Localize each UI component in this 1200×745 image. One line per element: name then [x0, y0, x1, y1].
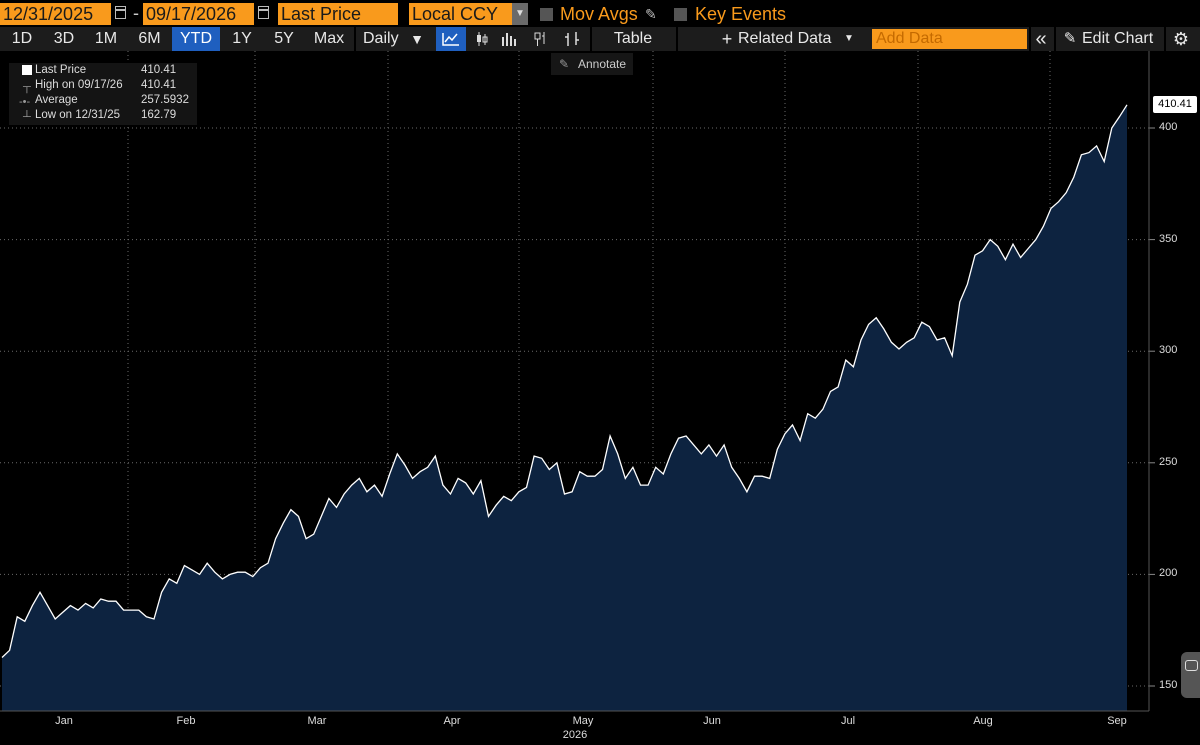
x-axis-year-label: 2026 [562, 729, 588, 741]
start-date-field[interactable]: 12/31/2025 [0, 3, 111, 25]
currency-selector[interactable]: Local CCY [409, 3, 512, 25]
range-1m-button[interactable]: 1M [94, 30, 118, 47]
y-tick-label: 150 [1159, 679, 1178, 691]
volume-bars-icon[interactable] [497, 27, 523, 51]
chart-legend: Last Price 410.41 ┬ High on 09/17/26 410… [9, 63, 197, 125]
gear-icon[interactable]: ⚙ [1172, 29, 1190, 49]
y-tick-label: 300 [1159, 344, 1178, 357]
key-events-label[interactable]: Key Events [695, 4, 787, 24]
end-date-field[interactable]: 09/17/2026 [143, 3, 254, 25]
plus-icon[interactable]: + [721, 29, 733, 49]
toolbar-divider [676, 27, 678, 51]
x-tick-label: Feb [176, 715, 196, 727]
range-max-button[interactable]: Max [313, 30, 345, 47]
table-button[interactable]: Table [613, 30, 653, 47]
x-tick-label: May [572, 715, 594, 727]
high-marker-icon: ┬ [23, 81, 31, 93]
toolbar-divider [590, 27, 592, 51]
mov-avgs-label[interactable]: Mov Avgs [560, 4, 638, 24]
range-3d-button[interactable]: 3D [53, 30, 75, 47]
side-panel-toggle-icon[interactable] [1181, 652, 1200, 698]
calendar-icon[interactable] [258, 6, 269, 19]
x-tick-label: Apr [443, 715, 461, 727]
legend-label: High on 09/17/26 [35, 79, 123, 91]
range-ytd-button[interactable]: YTD [172, 27, 220, 51]
legend-row-average[interactable]: -•- Average 257.5932 [9, 93, 197, 108]
periodicity-dropdown[interactable]: Daily [363, 30, 399, 47]
x-tick-label: Jan [55, 715, 73, 727]
low-marker-icon: ┴ [23, 111, 31, 123]
candlestick-icon[interactable] [469, 27, 495, 51]
legend-value: 162.79 [141, 109, 177, 121]
toolbar-top: 12/31/2025 - 09/17/2026 Last Price Local… [0, 0, 1200, 27]
legend-label: Low on 12/31/25 [35, 109, 121, 121]
related-data-button[interactable]: Related Data [738, 30, 832, 47]
toolbar-divider [1029, 27, 1031, 51]
legend-label: Average [35, 94, 78, 106]
legend-label: Last Price [35, 64, 87, 76]
range-6m-button[interactable]: 6M [138, 30, 161, 47]
legend-value: 410.41 [141, 64, 177, 76]
field-selector[interactable]: Last Price [278, 3, 398, 25]
legend-value: 410.41 [141, 79, 177, 91]
pencil-icon[interactable]: ✎ [645, 6, 657, 22]
annotate-label: Annotate [578, 57, 627, 71]
legend-row-low[interactable]: ┴ Low on 12/31/25 162.79 [9, 108, 197, 123]
line-chart-icon[interactable] [436, 27, 466, 51]
y-tick-label: 400 [1159, 121, 1178, 133]
legend-row-high[interactable]: ┬ High on 09/17/26 410.41 [9, 78, 197, 93]
price-line [1, 104, 1128, 658]
legend-swatch [22, 65, 32, 75]
x-tick-label: Jul [840, 715, 856, 727]
y-tick-label: 250 [1159, 455, 1178, 468]
average-marker-icon: -•- [19, 96, 31, 108]
add-data-input[interactable]: Add Data [872, 29, 1027, 49]
ohlc-bar-icon[interactable] [528, 27, 554, 51]
annotate-pencil-icon: ✎ [559, 57, 570, 71]
last-price-tag: 410.41 [1153, 96, 1197, 113]
range-1d-button[interactable]: 1D [11, 30, 33, 47]
y-tick-label: 350 [1159, 232, 1178, 245]
y-tick-label: 200 [1159, 567, 1178, 580]
edit-chart-button[interactable]: Edit Chart [1082, 30, 1154, 47]
price-chart[interactable] [0, 51, 1200, 745]
annotate-button[interactable]: ✎ Annotate [551, 53, 633, 75]
price-area-fill [2, 104, 1127, 712]
toolbar-divider [1164, 27, 1166, 51]
legend-row-last-price[interactable]: Last Price 410.41 [9, 63, 197, 78]
related-data-caret-icon[interactable]: ▼ [844, 33, 854, 44]
currency-dropdown-icon[interactable]: ▼ [512, 3, 528, 25]
x-tick-label: Mar [307, 715, 327, 727]
x-tick-label: Jun [703, 715, 721, 727]
x-tick-label: Aug [973, 715, 993, 727]
edit-pencil-icon[interactable]: ✎ [1063, 30, 1077, 47]
range-5y-button[interactable]: 5Y [274, 30, 294, 47]
x-tick-label: Sep [1107, 715, 1127, 727]
date-separator: - [133, 3, 139, 23]
range-1y-button[interactable]: 1Y [232, 30, 252, 47]
periodicity-caret-icon[interactable]: ▼ [410, 31, 424, 47]
toolbar-divider [354, 27, 356, 51]
key-events-checkbox[interactable] [674, 8, 687, 21]
legend-value: 257.5932 [141, 94, 189, 106]
collapse-icon[interactable]: « [1035, 28, 1047, 50]
calendar-icon[interactable] [115, 6, 126, 19]
mov-avgs-checkbox[interactable] [540, 8, 553, 21]
hlc-bar-icon[interactable] [559, 27, 585, 51]
toolbar-divider [1054, 27, 1056, 51]
